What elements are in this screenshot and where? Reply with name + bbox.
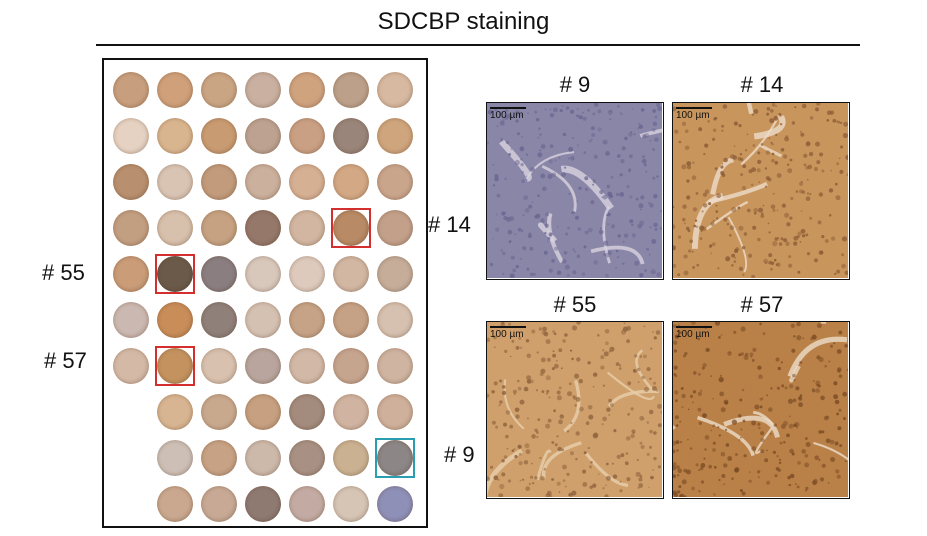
tissue-core [377,164,413,200]
tissue-core [333,486,369,522]
tissue-core [157,164,193,200]
tissue-core [377,210,413,246]
tissue-core [201,72,237,108]
panel-label-55: # 55 [553,292,597,317]
tissue-core [157,118,193,154]
tissue-core [377,302,413,338]
tissue-core [333,210,369,246]
tissue-core [333,164,369,200]
tissue-core [113,72,149,108]
tissue-core [245,348,281,384]
tissue-core [289,302,325,338]
tissue-core [201,256,237,292]
tissue-core [245,486,281,522]
highlight-box-57 [155,346,195,386]
tissue-core [113,210,149,246]
tissue-core [377,72,413,108]
tissue-core [157,72,193,108]
scale-bar: 100 µm [490,107,526,121]
highlight-box-14 [331,208,371,248]
micrograph-texture [487,322,662,497]
tissue-core [289,440,325,476]
tissue-core [201,440,237,476]
tissue-core [113,164,149,200]
tissue-core [333,118,369,154]
tissue-core [333,348,369,384]
highlight-box-9 [375,438,415,478]
micrograph-55: 100 µm [486,321,664,499]
tissue-core [245,210,281,246]
panel-label-57: # 57 [740,292,784,317]
tissue-core [157,348,193,384]
tissue-core [157,210,193,246]
side-label-9: # 9 [444,442,475,467]
tissue-core [245,302,281,338]
tissue-core [333,440,369,476]
tissue-core [113,256,149,292]
tissue-core [377,486,413,522]
row-label-55: # 55 [42,260,85,285]
tissue-core [377,348,413,384]
tissue-core [157,394,193,430]
figure-title: SDCBP staining [377,8,550,35]
tissue-core [113,302,149,338]
tissue-core [245,72,281,108]
micrograph-14: 100 µm [672,102,850,280]
tissue-core [289,164,325,200]
micrograph-texture [487,103,662,278]
highlight-box-55 [155,254,195,294]
title-underline [96,44,860,46]
tissue-core [377,394,413,430]
tissue-core [245,394,281,430]
scale-bar: 100 µm [676,107,712,121]
micrograph-57: 100 µm [672,321,850,499]
tissue-core [333,72,369,108]
tissue-core [157,440,193,476]
micrograph-9: 100 µm [486,102,664,280]
tissue-core [201,394,237,430]
tissue-core [289,72,325,108]
tissue-core [377,256,413,292]
scale-bar: 100 µm [490,326,526,340]
panel-label-14: # 14 [740,72,784,97]
tissue-core [201,302,237,338]
tissue-core [377,440,413,476]
tissue-core [201,118,237,154]
tissue-core [113,118,149,154]
tissue-core [157,302,193,338]
tissue-core [289,486,325,522]
tissue-core [245,118,281,154]
tissue-core [289,394,325,430]
tissue-core [245,164,281,200]
tissue-core [113,348,149,384]
tissue-core [333,394,369,430]
tissue-core [289,210,325,246]
tissue-core [289,118,325,154]
tissue-core [245,440,281,476]
tissue-core [245,256,281,292]
row-label-57: # 57 [44,348,87,373]
tissue-core [201,348,237,384]
tissue-microarray [102,58,428,528]
micrograph-texture [673,322,848,497]
tissue-core [333,302,369,338]
tissue-core [157,486,193,522]
tissue-core [201,486,237,522]
tissue-core [289,256,325,292]
micrograph-texture [673,103,848,278]
tissue-core [289,348,325,384]
tissue-core [201,210,237,246]
panel-label-9: # 9 [559,72,591,97]
scale-bar: 100 µm [676,326,712,340]
side-label-14: # 14 [428,212,471,237]
tissue-core [333,256,369,292]
tissue-core [201,164,237,200]
tissue-core [157,256,193,292]
tissue-core [377,118,413,154]
